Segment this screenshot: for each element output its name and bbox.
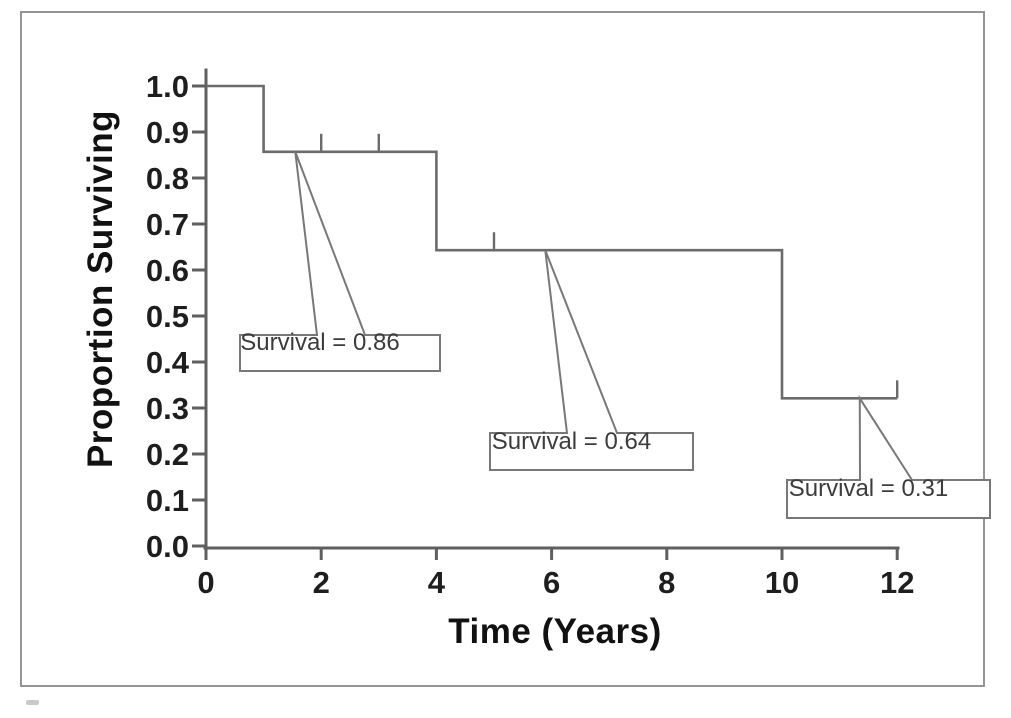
km-survival-chart-svg: 1.0 0.9 0.8 0.7 0.6 0.5 0.4 0.3 0.2 0.1 0.00 2 4 6 8 10… [146, 68, 991, 600]
x-tick-label: 0 [197, 565, 214, 600]
y-tick-label: 0.1 [146, 483, 189, 518]
y-axis-ticks: 1.0 0.9 0.8 0.7 0.6 0.5 0.4 0.3 0.2 0.1 0.0 [146, 69, 206, 564]
y-tick-label: 0.9 [146, 115, 189, 150]
figure-frame: Proportion Surviving Time (Years) 1.0 0.9… [20, 11, 991, 687]
y-tick-label: 0.6 [146, 253, 189, 288]
x-tick-label: 10 [765, 565, 799, 600]
y-tick-label: 0.4 [146, 345, 190, 380]
annotation-callout [786, 394, 991, 519]
x-axis-ticks: 0 2 4 6 8 10 12 [197, 548, 914, 600]
y-tick-label: 0.3 [146, 391, 189, 426]
y-tick-label: 0.0 [146, 529, 189, 564]
censor-marks [320, 133, 899, 399]
annotation-label-064: Survival = 0.64 [491, 428, 652, 455]
y-tick-label: 0.2 [146, 437, 189, 472]
x-axis-title: Time (Years) [448, 612, 662, 651]
annotation-callout [489, 249, 694, 471]
survival-step-curve [206, 84, 898, 400]
annotation-label-086: Survival = 0.86 [240, 329, 400, 356]
annotation-callout [239, 151, 441, 372]
annotation-label-031: Survival = 0.31 [788, 475, 949, 502]
x-tick-label: 4 [428, 565, 446, 600]
y-tick-label: 0.5 [146, 299, 189, 334]
cropped-caption-artifact [26, 700, 39, 705]
y-tick-label: 1.0 [146, 69, 189, 104]
y-tick-label: 0.8 [146, 161, 189, 196]
x-tick-label: 12 [880, 565, 914, 600]
x-tick-label: 8 [658, 565, 675, 600]
x-tick-label: 2 [313, 565, 330, 600]
x-tick-label: 6 [543, 565, 560, 600]
y-tick-label: 0.7 [146, 207, 189, 242]
